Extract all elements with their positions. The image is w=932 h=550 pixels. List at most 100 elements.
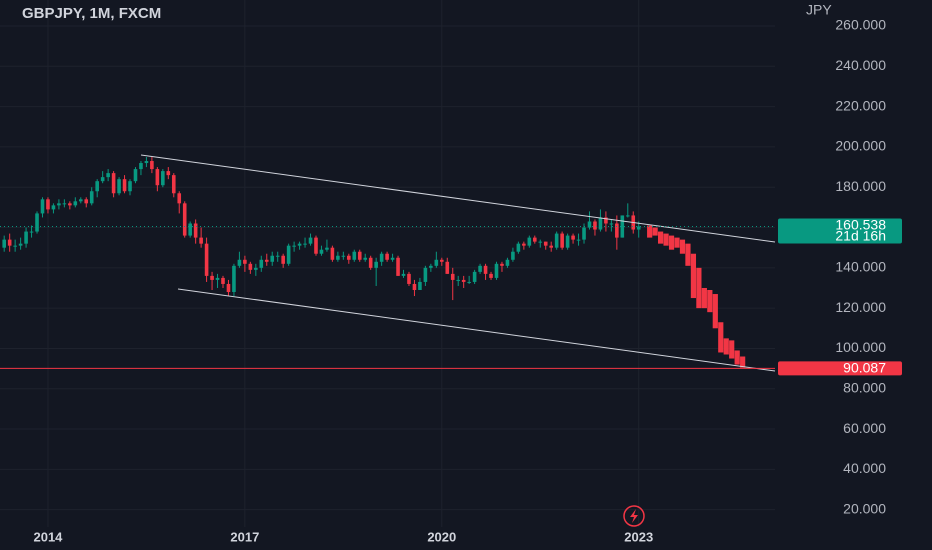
projection-bar (718, 322, 724, 353)
candle-body (336, 255, 340, 260)
candle-body (494, 263, 499, 278)
candle-body (429, 265, 433, 268)
candle-body (155, 169, 160, 186)
candle-body (341, 255, 346, 257)
candle-body (593, 221, 597, 230)
candle-body (29, 231, 34, 233)
candle-body (527, 237, 532, 246)
candle-body (450, 273, 455, 280)
candle-body (598, 217, 603, 230)
candle-body (128, 181, 132, 192)
candle-body (78, 199, 83, 202)
y-tick-label: 140.000 (835, 259, 886, 275)
x-tick-label: 2020 (427, 529, 456, 544)
currency-label: JPY (806, 2, 832, 18)
candle-body (325, 247, 329, 250)
candle-body (237, 259, 242, 266)
icon-circle (623, 505, 645, 527)
candle-body (84, 199, 89, 204)
candle-body (286, 245, 291, 264)
projection-bar (663, 233, 669, 246)
candle-body (122, 179, 127, 192)
candle-body (254, 267, 258, 270)
candle-body (13, 245, 17, 247)
candle-body (538, 241, 543, 243)
y-tick-label: 260.000 (835, 17, 886, 33)
last-price-box (778, 218, 902, 244)
candle-body (582, 227, 586, 240)
candle-body (259, 259, 264, 268)
candle-body (73, 201, 78, 206)
candle-body (522, 243, 526, 246)
candle-body (478, 265, 482, 272)
candle-body (560, 233, 564, 248)
candle-body (423, 267, 428, 282)
countdown-label: 21d 16h (835, 228, 886, 244)
candle-body (46, 199, 50, 210)
candle-body (379, 253, 384, 262)
candle-body (390, 257, 395, 260)
candle-body (609, 223, 614, 225)
candle-body (144, 161, 149, 164)
candle-body (357, 251, 362, 260)
candle-body (615, 223, 619, 238)
candle-body (177, 193, 182, 204)
projection-bar (701, 287, 707, 309)
projection-bar (729, 340, 735, 359)
candle-body (100, 177, 105, 182)
y-tick-label: 220.000 (835, 97, 886, 113)
projection-bar (696, 267, 702, 309)
candle-body (396, 257, 400, 276)
candle-body (576, 239, 581, 241)
candle-body (516, 243, 521, 252)
candle-body (275, 255, 280, 257)
candle-body (292, 245, 296, 247)
candle-body (232, 265, 236, 293)
candle-body (62, 203, 67, 205)
candle-body (24, 231, 28, 244)
candle-body (352, 251, 357, 260)
candle-body (368, 257, 373, 268)
projection-bar (679, 239, 686, 254)
candle-body (467, 281, 471, 283)
marks (2, 156, 746, 368)
candle-body (445, 261, 450, 274)
projection-bar (712, 294, 718, 329)
projection-bar (685, 243, 691, 266)
candle-body (204, 243, 209, 276)
candle-body (620, 215, 625, 238)
candle-body (210, 275, 214, 280)
y-tick-label: 100.000 (835, 339, 886, 355)
y-tick-label: 40.000 (843, 460, 886, 476)
replay-icon[interactable] (623, 505, 645, 527)
candle-body (188, 223, 192, 236)
y-tick-label: 200.000 (835, 138, 886, 154)
candle-body (166, 171, 171, 176)
projection-bar (647, 225, 653, 238)
projection-bar (707, 290, 713, 313)
candle-body (511, 251, 515, 260)
candle-body (374, 261, 378, 268)
candle-body (2, 239, 6, 248)
candle-body (625, 215, 630, 217)
candle-body (385, 253, 389, 260)
candle-body (303, 243, 307, 245)
candle-body (226, 283, 231, 293)
candle-body (636, 226, 641, 230)
level-label: 90.087 (843, 360, 886, 376)
candle-body (161, 171, 165, 186)
projection-bar (690, 253, 697, 299)
candle-body (51, 205, 56, 210)
candle-body (401, 273, 406, 276)
candle-body (347, 255, 351, 260)
candle-body (270, 255, 275, 262)
x-tick-label: 2017 (230, 529, 259, 544)
y-tick-label: 180.000 (835, 178, 886, 194)
y-tick-label: 60.000 (843, 420, 886, 436)
grid (0, 0, 775, 527)
candle-body (7, 239, 12, 246)
y-tick-label: 20.000 (843, 500, 886, 516)
candle-body (554, 233, 559, 248)
